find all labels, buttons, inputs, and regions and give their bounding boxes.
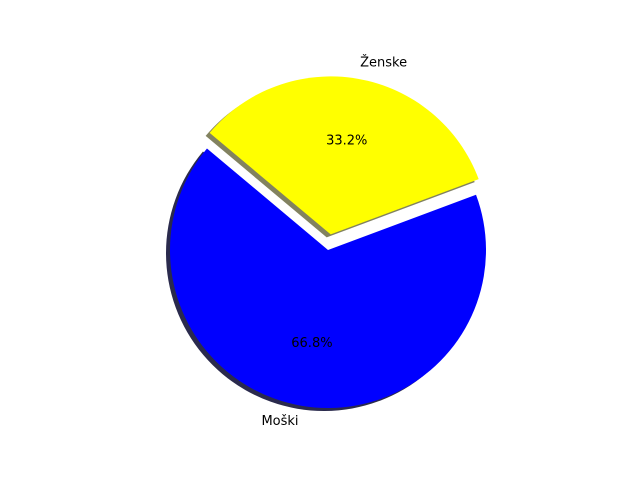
pie-labels: Moški 66.8% Ženske 33.2%: [261, 55, 407, 429]
slice-label-moski: Moški: [261, 414, 298, 429]
slice-moski: [170, 148, 487, 408]
pie-wedges: [170, 76, 487, 408]
pct-label-moski: 66.8%: [291, 336, 332, 351]
pct-label-zenske: 33.2%: [326, 134, 367, 149]
slice-label-zenske: Ženske: [360, 55, 407, 71]
slice-zenske: [209, 76, 479, 235]
